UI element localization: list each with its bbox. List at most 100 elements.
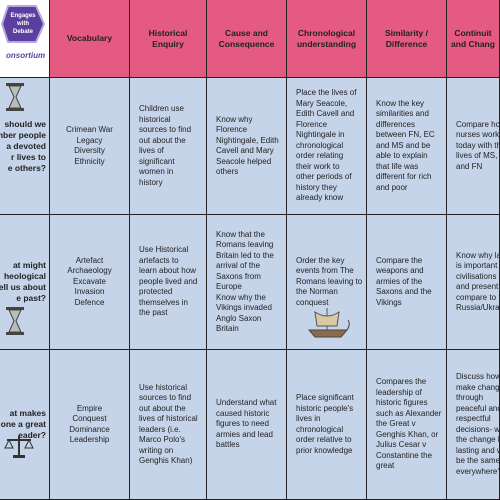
text-line: Archaeology [67, 266, 112, 276]
text-line: that life was [376, 161, 419, 171]
text-line: history they [296, 182, 337, 192]
text-line: eader? [18, 430, 46, 440]
text-line: compare to [456, 292, 497, 302]
icon [4, 434, 34, 461]
text-line: protected [139, 287, 173, 297]
text-line: between FN, EC [376, 130, 435, 140]
text-line: armies and lead [216, 429, 273, 439]
text-line: Compares the [376, 377, 427, 387]
text-line: lives of historical [139, 414, 198, 423]
text-line: Seacole helped [216, 156, 272, 166]
text-line: through [456, 393, 484, 402]
table-cell: Use historical sources to find out about t… [129, 349, 207, 500]
text-line: one a great [0, 419, 46, 429]
text-line: today with th [456, 140, 500, 150]
text-line: similarities and [376, 109, 429, 119]
text-line: Julius Cesar v [376, 440, 427, 450]
header-cell: Chronological understanding [286, 0, 367, 78]
text-line: their work to [296, 161, 340, 171]
question-cell: should we mber people a devoted r lives to e… [0, 77, 50, 215]
text-line: Edith Cavell and [296, 109, 355, 119]
text-line: make change [456, 382, 500, 392]
text-line: Europe [216, 282, 242, 291]
text-line: Crimean War [66, 125, 113, 134]
text-line: Constantine the [376, 450, 433, 460]
text-line: Enquiry [152, 38, 184, 49]
text-line: at makes [9, 408, 46, 418]
text-line: Chronological [297, 27, 356, 38]
text-line: significant [139, 156, 175, 166]
text-line: at might [12, 260, 46, 270]
text-line: mber people [0, 129, 46, 140]
header-cell: Vocabulary [49, 0, 130, 78]
text-line: Consequence [218, 38, 275, 49]
text-line: prior knowledge [296, 445, 353, 455]
logo-text: Engages [10, 13, 36, 19]
text-line: the past [139, 308, 168, 318]
text-line: Empire [76, 403, 103, 413]
table-cell: Compare the weapons and armies of the Saxon… [366, 214, 447, 350]
text-line: civilisations p [456, 271, 500, 281]
header-cell: Continuit and Chang [446, 0, 500, 78]
header-cell: Historical Enquiry [129, 0, 207, 78]
text-line: great [376, 461, 395, 471]
text-line: caused historic [216, 408, 270, 418]
text-line: Leadership [69, 435, 110, 444]
text-line: Cause and [225, 27, 268, 38]
text-line: the Norman [296, 287, 338, 297]
text-line: Britain led to the [216, 250, 274, 260]
text-line: already know [296, 193, 344, 203]
table-cell: Use Historical artefacts to learn about ho… [129, 214, 207, 350]
logo-text: Debate [13, 29, 34, 35]
text-line: Britain [216, 324, 239, 333]
text-line: Continuit [454, 27, 492, 38]
text-line: Nightingale in [296, 130, 345, 140]
table-cell: Know why Florence Nightingale, Edith Cavell… [206, 77, 287, 215]
text-line: e past? [16, 293, 46, 303]
text-line: lives of [139, 146, 164, 155]
text-line: a devoted [6, 140, 46, 151]
text-line: Vocabulary [66, 33, 113, 43]
text-line: Marco Polo's [139, 435, 185, 444]
text-line: understanding [296, 38, 357, 49]
text-line: writing on [139, 445, 174, 455]
text-line: people lived and [139, 276, 198, 286]
text-line: out about the [139, 403, 186, 413]
text-line: Invasion [74, 287, 105, 297]
text-line: Cavell and Mary [216, 146, 274, 155]
logo-text: with [16, 21, 29, 27]
text-line: chronological [296, 424, 344, 434]
table-cell: Place the lives of Mary Seacole, Edith Cav… [286, 77, 367, 215]
text-line: Vikings invaded [216, 303, 272, 312]
text-line: chronological [296, 140, 344, 150]
text-line: Know that the [216, 229, 265, 239]
text-line: Historical [148, 27, 188, 38]
text-line: ell us about [0, 282, 46, 292]
text-line: Use historical [139, 382, 188, 392]
text-line: Saxons and the [376, 287, 432, 297]
table-cell: Empire Conquest Dominance Leadership [49, 349, 130, 500]
text-line: Russia/Ukrain [456, 303, 500, 312]
text-line: Dominance [69, 424, 110, 434]
text-line: Florence [296, 119, 328, 129]
text-line: and FN [456, 161, 483, 171]
text-line: and MS and be [376, 140, 431, 150]
table-cell: Understand what caused historic figures to… [206, 349, 287, 500]
question-cell: at makes one a great eader? [0, 349, 50, 500]
table-cell: Children use historical sources to find out… [129, 77, 207, 215]
text-line: Saxons from [216, 271, 261, 281]
text-line: history [139, 177, 163, 187]
text-line: leadership of [376, 387, 422, 397]
text-line: is important t [456, 261, 500, 270]
ship-illustration [307, 306, 351, 344]
text-line: leaders (i.e. [139, 424, 181, 434]
text-line: Know why lar [456, 250, 500, 260]
text-line: conquest [296, 297, 329, 307]
text-line: order relating [296, 151, 344, 161]
text-line: armies of the [376, 276, 423, 286]
table-cell: Know that the Romans leaving Britain led t… [206, 214, 287, 350]
text-line: Ethnicity [74, 156, 105, 166]
text-line: Children use [139, 104, 184, 113]
text-line: Nightingale, Edith [216, 135, 279, 145]
